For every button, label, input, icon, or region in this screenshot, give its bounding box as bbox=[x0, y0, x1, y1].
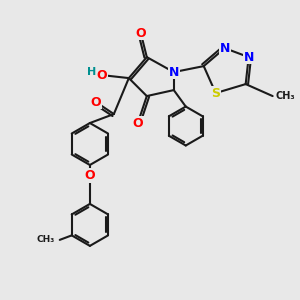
Text: H: H bbox=[87, 67, 96, 77]
Text: N: N bbox=[169, 66, 179, 79]
Text: O: O bbox=[136, 27, 146, 40]
Text: O: O bbox=[133, 116, 143, 130]
Text: O: O bbox=[85, 169, 95, 182]
Text: CH₃: CH₃ bbox=[37, 236, 55, 244]
Text: N: N bbox=[220, 42, 230, 55]
Text: S: S bbox=[211, 87, 220, 100]
Text: O: O bbox=[97, 69, 107, 82]
Text: N: N bbox=[244, 51, 254, 64]
Text: O: O bbox=[91, 96, 101, 109]
Text: CH₃: CH₃ bbox=[276, 91, 295, 101]
